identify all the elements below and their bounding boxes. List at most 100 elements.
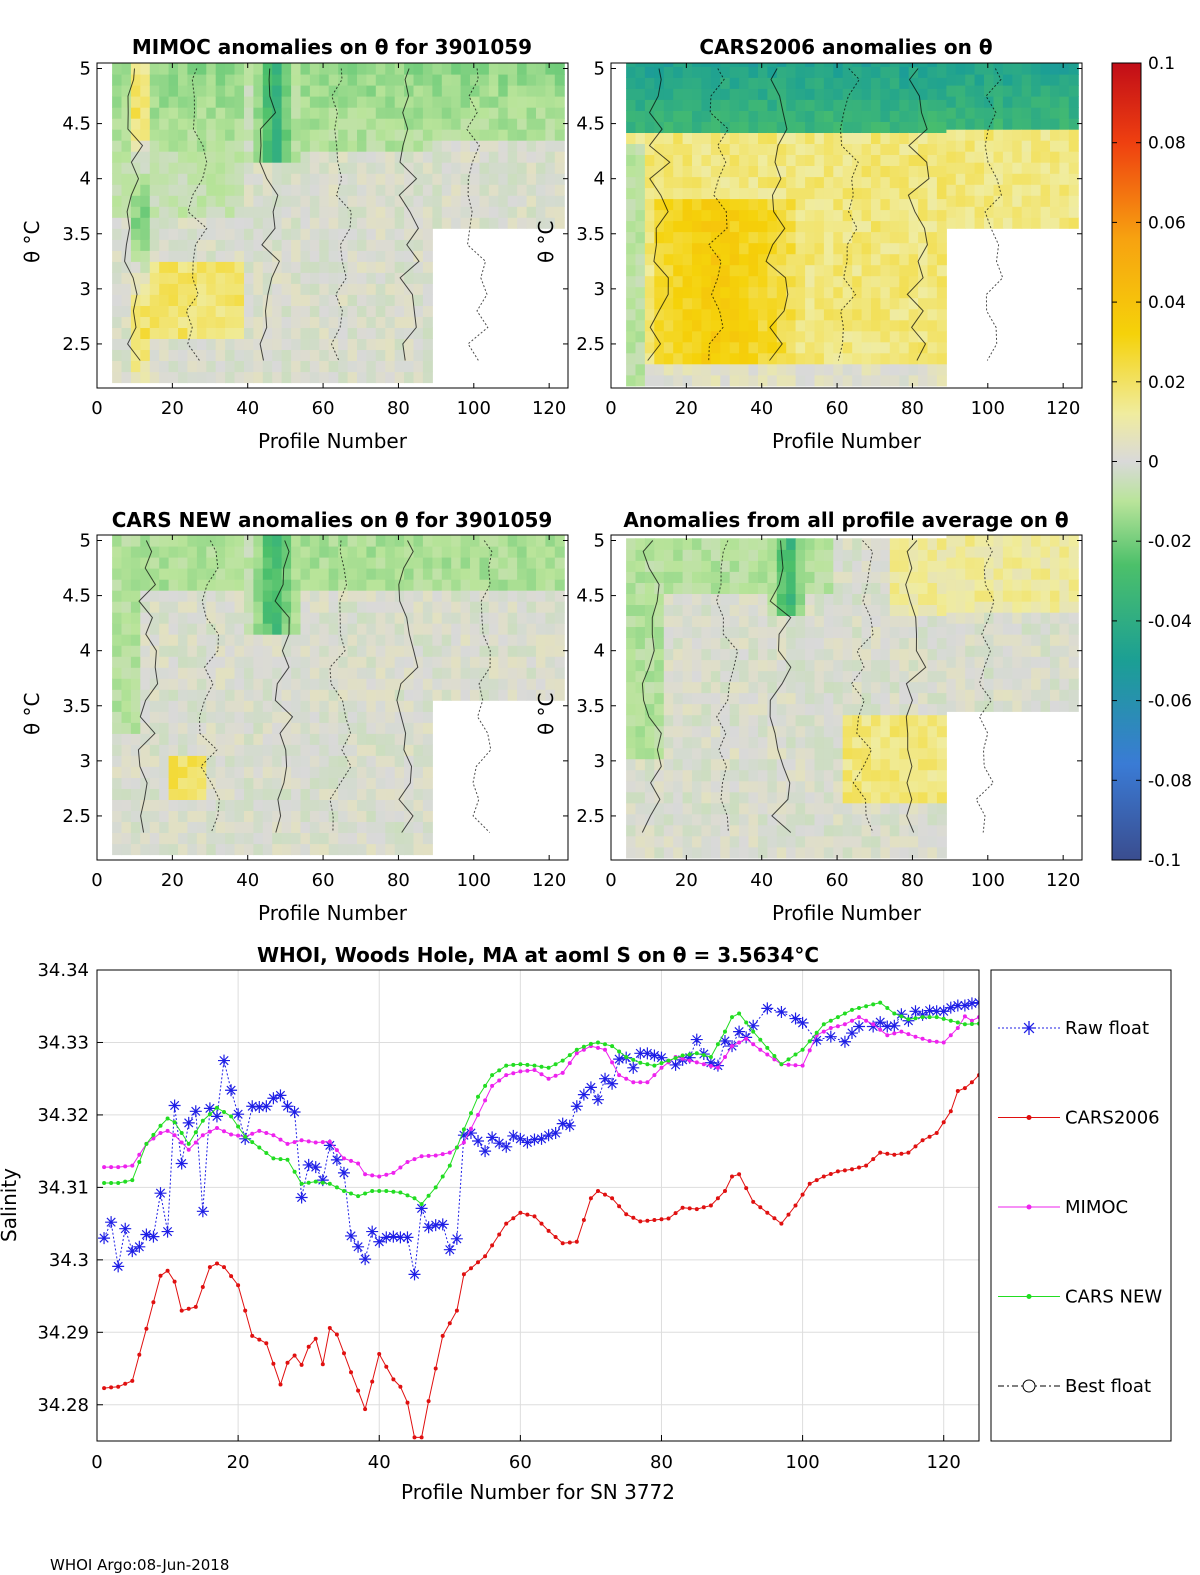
heatmap-cell bbox=[187, 799, 198, 811]
heatmap-cell bbox=[701, 297, 712, 310]
heatmap-cell bbox=[748, 725, 759, 738]
panel-x-ticks: 0 20 40 60 80 100 120 bbox=[91, 535, 566, 891]
heatmap-cell bbox=[121, 85, 132, 97]
heatmap-cell bbox=[413, 766, 424, 778]
heatmap-cell bbox=[206, 766, 217, 778]
heatmap-cell bbox=[965, 689, 976, 701]
heatmap-cell bbox=[168, 601, 179, 613]
heatmap-cell bbox=[300, 74, 311, 86]
heatmap-cell bbox=[159, 283, 170, 295]
heatmap-cell bbox=[663, 626, 674, 638]
heatmap-cell bbox=[112, 206, 123, 218]
heatmap-cell bbox=[215, 788, 226, 800]
heatmap-cell bbox=[404, 579, 415, 591]
heatmap-cell bbox=[140, 733, 151, 745]
heatmap-cell bbox=[786, 659, 797, 672]
heatmap-cell bbox=[375, 535, 386, 547]
heatmap-cell bbox=[842, 637, 853, 650]
heatmap-cell bbox=[526, 85, 537, 97]
heatmap-cell bbox=[663, 341, 674, 354]
heatmap-cell bbox=[328, 590, 339, 602]
contour-line bbox=[274, 540, 294, 833]
heatmap-cell bbox=[795, 835, 806, 848]
heatmap-cell bbox=[338, 755, 349, 767]
heatmap-cell bbox=[140, 96, 151, 108]
heatmap-cell bbox=[965, 217, 976, 229]
heatmap-cell bbox=[309, 118, 320, 130]
heatmap-cell bbox=[234, 206, 245, 218]
heatmap-cell bbox=[965, 129, 976, 141]
heatmap-cell bbox=[206, 140, 217, 152]
heatmap-cell bbox=[720, 626, 731, 638]
heatmap-cell bbox=[404, 656, 415, 668]
heatmap-cell bbox=[889, 659, 900, 672]
heatmap-cell bbox=[720, 604, 731, 616]
heatmap-cell bbox=[635, 769, 646, 782]
heatmap-cell bbox=[385, 250, 396, 262]
heatmap-cell bbox=[140, 843, 151, 856]
heatmap-cell bbox=[767, 363, 778, 376]
heatmap-cell bbox=[375, 788, 386, 800]
heatmap-cell bbox=[814, 758, 825, 771]
heatmap-cell bbox=[626, 571, 637, 583]
heatmap-cell bbox=[328, 557, 339, 569]
heatmap-cell bbox=[479, 557, 490, 569]
heatmap-cell bbox=[654, 593, 665, 605]
heatmap-cell bbox=[130, 557, 141, 569]
heatmap-cell bbox=[130, 799, 141, 811]
heatmap-cell bbox=[159, 755, 170, 767]
heatmap-cell bbox=[159, 667, 170, 679]
heatmap-cell bbox=[130, 129, 141, 141]
heatmap-cell bbox=[404, 535, 415, 547]
heatmap-cell bbox=[1059, 678, 1070, 690]
heatmap-cell bbox=[918, 637, 929, 650]
heatmap-cell bbox=[206, 283, 217, 295]
heatmap-cell bbox=[338, 744, 349, 756]
heatmap-cell bbox=[710, 132, 721, 144]
heatmap-cell bbox=[767, 769, 778, 782]
heatmap-cell bbox=[526, 568, 537, 580]
heatmap-cell bbox=[692, 231, 702, 244]
heatmap-cell bbox=[140, 568, 151, 580]
heatmap-cell bbox=[130, 327, 141, 339]
heatmap-cell bbox=[1068, 634, 1079, 646]
heatmap-cell bbox=[291, 316, 302, 328]
y-tick-label: 4 bbox=[80, 169, 91, 190]
heatmap-cell bbox=[908, 88, 919, 100]
heatmap-cell bbox=[159, 371, 170, 384]
heatmap-cell bbox=[149, 711, 160, 723]
heatmap-cell bbox=[253, 272, 264, 284]
heatmap-cell bbox=[178, 107, 188, 119]
heatmap-cell bbox=[795, 604, 806, 616]
heatmap-cell bbox=[130, 579, 141, 591]
heatmap-cell bbox=[936, 670, 947, 683]
heatmap-cell bbox=[852, 780, 863, 793]
heatmap-cell bbox=[309, 568, 320, 580]
heatmap-cell bbox=[776, 824, 787, 837]
heatmap-cell bbox=[300, 140, 311, 152]
heatmap-cell bbox=[880, 220, 891, 233]
heatmap-cell bbox=[234, 195, 245, 207]
heatmap-cell bbox=[1040, 173, 1051, 185]
heatmap-cell bbox=[234, 151, 245, 163]
heatmap-cell bbox=[729, 242, 740, 255]
heatmap-cell bbox=[663, 593, 674, 605]
heatmap-cell bbox=[908, 593, 919, 605]
heatmap-cell bbox=[300, 733, 311, 745]
heatmap-cell bbox=[413, 294, 424, 306]
heatmap-cell bbox=[993, 195, 1004, 207]
heatmap-cell bbox=[244, 250, 254, 262]
heatmap-cell bbox=[833, 714, 844, 727]
heatmap-cell bbox=[168, 371, 179, 384]
heatmap-cell bbox=[899, 363, 910, 376]
heatmap-cell bbox=[776, 659, 787, 672]
heatmap-cell bbox=[394, 843, 405, 856]
heatmap-cell bbox=[149, 535, 160, 547]
heatmap-cell bbox=[908, 121, 919, 133]
heatmap-cell bbox=[1031, 590, 1042, 602]
heatmap-cell bbox=[385, 733, 396, 745]
heatmap-cell bbox=[852, 264, 863, 277]
heatmap-cell bbox=[422, 184, 433, 196]
heatmap-cell bbox=[880, 242, 891, 255]
heatmap-cell bbox=[927, 363, 938, 376]
